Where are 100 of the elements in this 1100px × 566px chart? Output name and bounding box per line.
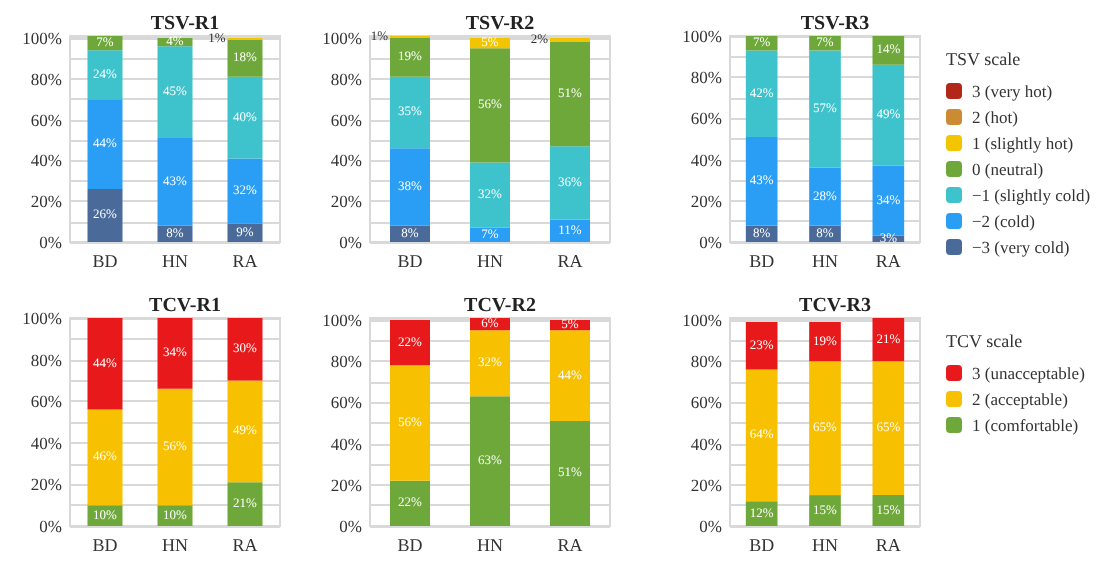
x-tick-label: RA xyxy=(557,251,584,271)
bar xyxy=(157,388,193,506)
legend-title: TCV scale xyxy=(946,331,1023,351)
legend-label: 0 (neutral) xyxy=(972,159,1044,179)
y-tick-label: 20% xyxy=(690,190,722,211)
y-tick-label: 80% xyxy=(690,67,722,88)
bar xyxy=(87,318,123,410)
bar xyxy=(390,148,430,226)
bar xyxy=(550,420,590,526)
bar xyxy=(470,48,510,163)
bar xyxy=(157,318,193,389)
bar xyxy=(227,40,263,77)
x-tick-label: HN xyxy=(162,535,189,555)
x-tick-label: HN xyxy=(812,251,839,271)
y-tick-label: 40% xyxy=(30,150,62,171)
y-tick-label: 0% xyxy=(339,516,362,536)
chart-title: TCV-R2 xyxy=(464,295,536,317)
bar xyxy=(87,50,123,100)
y-tick-label: 20% xyxy=(30,474,62,495)
legend-label: 3 (very hot) xyxy=(972,81,1053,101)
y-tick-label: 80% xyxy=(330,68,362,89)
y-tick-label: 20% xyxy=(330,474,362,495)
bar xyxy=(87,409,123,506)
y-tick-label: 80% xyxy=(690,351,722,372)
bar xyxy=(87,188,123,242)
bar xyxy=(157,46,193,138)
x-tick-label: BD xyxy=(749,535,776,555)
bar xyxy=(809,361,841,496)
bar xyxy=(227,158,263,224)
y-tick-label: 100% xyxy=(22,308,62,328)
bar xyxy=(550,42,590,147)
y-tick-label: 20% xyxy=(690,474,722,495)
y-tick-label: 100% xyxy=(322,28,362,49)
y-tick-label: 60% xyxy=(690,392,722,413)
x-tick-label: BD xyxy=(92,251,119,271)
y-tick-label: 40% xyxy=(690,149,722,170)
x-tick-label: RA xyxy=(232,251,259,271)
chart-title: TCV-R1 xyxy=(149,295,221,317)
bar xyxy=(745,322,778,370)
x-tick-label: RA xyxy=(232,535,259,555)
legend-label: −3 (very cold) xyxy=(972,237,1070,257)
bar xyxy=(809,167,841,226)
y-tick-label: 0% xyxy=(339,232,362,252)
legend-label: 2 (hot) xyxy=(972,107,1019,127)
chart-title: TCV-R3 xyxy=(799,295,871,317)
y-tick-label: 80% xyxy=(330,351,362,372)
y-tick-label: 40% xyxy=(690,433,722,454)
y-tick-label: 100% xyxy=(682,26,722,46)
bar xyxy=(550,330,590,421)
y-tick-label: 0% xyxy=(699,232,722,252)
x-tick-label: BD xyxy=(397,251,424,271)
y-tick-label: 100% xyxy=(22,28,62,49)
x-tick-label: BD xyxy=(749,251,776,271)
x-tick-label: RA xyxy=(557,535,584,555)
x-tick-label: HN xyxy=(477,251,504,271)
bar xyxy=(390,38,430,77)
y-tick-label: 80% xyxy=(30,349,62,370)
x-tick-label: HN xyxy=(812,535,839,555)
y-tick-label: 40% xyxy=(330,433,362,454)
chart-title: TSV-R2 xyxy=(465,13,535,35)
bar xyxy=(227,76,263,159)
bar xyxy=(87,99,123,189)
legend-label: 2 (acceptable) xyxy=(972,389,1069,409)
x-tick-label: HN xyxy=(477,535,504,555)
legend-label: 1 (comfortable) xyxy=(972,415,1079,435)
bar xyxy=(550,146,590,220)
bar xyxy=(809,50,841,168)
legend-title: TSV scale xyxy=(946,49,1021,69)
y-tick-label: 60% xyxy=(330,392,362,413)
bar xyxy=(809,322,841,362)
y-tick-label: 60% xyxy=(30,391,62,412)
bar xyxy=(470,396,510,526)
bar xyxy=(872,361,905,496)
bar xyxy=(470,330,510,397)
bar xyxy=(227,380,263,483)
x-tick-label: BD xyxy=(397,535,424,555)
x-tick-label: HN xyxy=(162,251,189,271)
y-tick-label: 100% xyxy=(322,310,362,331)
y-tick-label: 100% xyxy=(682,310,722,331)
bar xyxy=(745,136,778,226)
bar xyxy=(872,165,905,236)
y-tick-label: 0% xyxy=(699,516,722,536)
y-tick-label: 80% xyxy=(30,68,62,89)
legend-label: 1 (slightly hot) xyxy=(972,133,1074,153)
chart-title: TSV-R1 xyxy=(150,13,220,35)
y-tick-label: 60% xyxy=(30,109,62,130)
bar xyxy=(390,320,430,366)
bar xyxy=(227,318,263,381)
bar xyxy=(390,365,430,481)
y-tick-label: 40% xyxy=(330,150,362,171)
y-tick-label: 0% xyxy=(39,232,62,252)
y-tick-label: 20% xyxy=(30,191,62,212)
y-tick-label: 40% xyxy=(30,432,62,453)
bar xyxy=(390,76,430,149)
bar xyxy=(470,162,510,228)
x-tick-label: RA xyxy=(875,535,902,555)
chart-title: TSV-R3 xyxy=(800,13,870,35)
bar xyxy=(390,480,430,526)
legend-label: −1 (slightly cold) xyxy=(972,185,1091,205)
bar xyxy=(872,64,905,166)
